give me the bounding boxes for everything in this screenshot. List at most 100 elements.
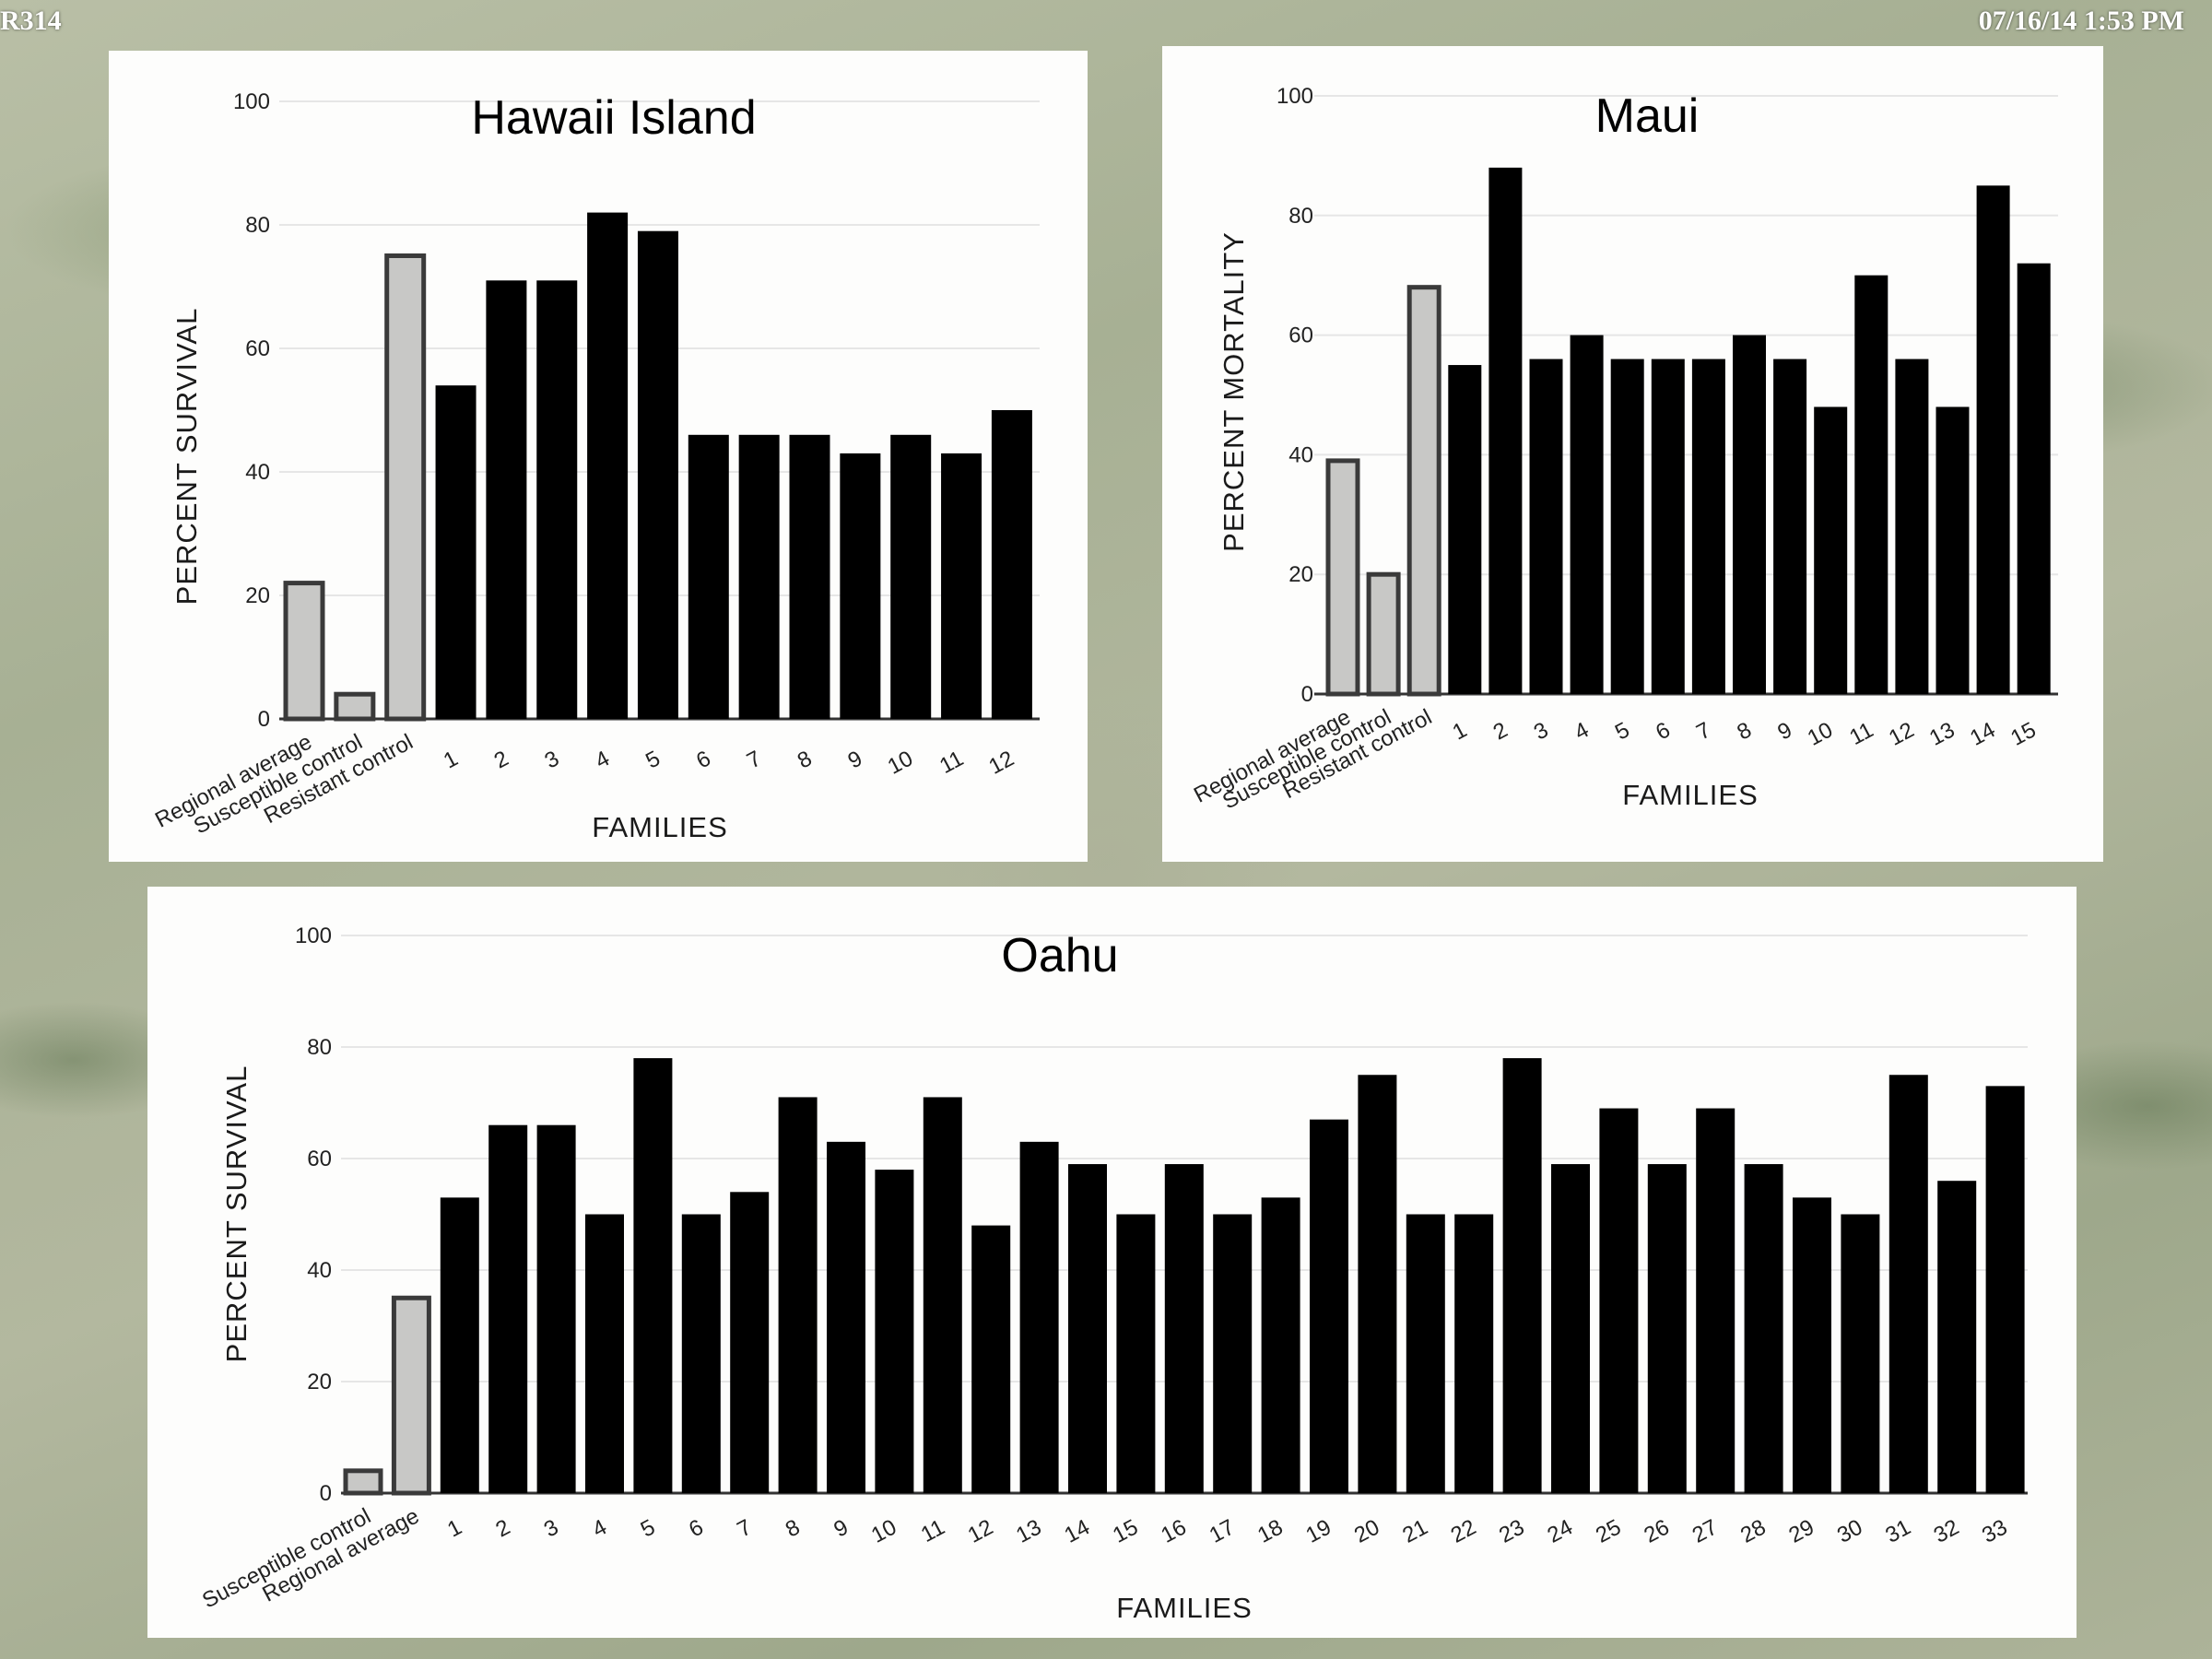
family-bar <box>1164 1164 1204 1493</box>
x-category-label: 14 <box>1966 717 1999 750</box>
family-bar <box>923 1097 962 1493</box>
family-bar <box>1793 1197 1831 1493</box>
family-bar <box>1261 1197 1300 1493</box>
x-category-label: 19 <box>1302 1514 1335 1547</box>
x-category-label: 31 <box>1881 1514 1914 1547</box>
y-tick-label: 20 <box>307 1370 332 1394</box>
y-tick-label: 80 <box>245 213 270 238</box>
x-category-label: 20 <box>1350 1514 1383 1547</box>
family-bar <box>778 1097 818 1493</box>
x-category-label: 22 <box>1447 1514 1480 1547</box>
family-bar <box>890 434 932 719</box>
x-category-label: 17 <box>1206 1514 1239 1547</box>
family-bar <box>1570 335 1604 694</box>
y-tick-label: 60 <box>245 336 270 361</box>
family-bar <box>840 453 881 719</box>
x-category-label: 11 <box>917 1514 949 1547</box>
family-bar <box>1406 1214 1445 1493</box>
x-category-label: 10 <box>884 746 917 779</box>
y-tick-label: 0 <box>320 1481 332 1506</box>
x-axis-label: FAMILIES <box>1116 1592 1253 1624</box>
x-category-label: 18 <box>1253 1514 1287 1547</box>
x-category-label: 4 <box>588 1514 610 1542</box>
x-category-label: 16 <box>1157 1514 1190 1547</box>
y-tick-label: 80 <box>307 1035 332 1060</box>
x-category-label: 10 <box>1804 717 1837 750</box>
x-category-label: 5 <box>1611 717 1633 745</box>
family-bar <box>486 280 527 719</box>
family-bar <box>1744 1164 1783 1493</box>
control-bar <box>384 253 427 722</box>
y-tick-label: 80 <box>1288 204 1313 229</box>
family-bar <box>435 385 477 719</box>
x-category-label: 9 <box>830 1514 852 1542</box>
control-bar <box>1366 571 1401 697</box>
family-bar <box>1448 365 1482 694</box>
x-category-label: 6 <box>692 746 714 773</box>
x-category-label: 13 <box>1012 1514 1045 1547</box>
y-axis-label: PERCENT MORTALITY <box>1218 231 1250 552</box>
family-bar <box>1502 1058 1542 1493</box>
chart-title: Maui <box>1595 89 1700 143</box>
x-category-label: 12 <box>1885 717 1918 750</box>
x-category-label: 11 <box>1845 717 1877 750</box>
x-category-label: 7 <box>734 1514 756 1542</box>
family-bar <box>1068 1164 1107 1493</box>
x-category-label: 24 <box>1544 1514 1577 1547</box>
family-bar <box>633 1058 673 1493</box>
y-tick-label: 100 <box>295 924 332 948</box>
chart-panel-oahu: 0 20 40 60 80 100 Susceptible control Regional … <box>147 887 2077 1638</box>
x-category-label: 2 <box>490 746 512 773</box>
x-category-label: 1 <box>440 746 462 773</box>
family-bar <box>991 410 1032 719</box>
x-category-label: 8 <box>794 746 816 773</box>
control-bar <box>334 691 376 722</box>
x-category-label: 8 <box>1733 717 1755 745</box>
family-bar <box>971 1225 1011 1493</box>
x-category-label: 15 <box>2006 717 2040 750</box>
family-bar <box>1696 1108 1735 1493</box>
family-bar <box>1888 1075 1928 1493</box>
control-bar <box>1406 285 1441 697</box>
family-bar <box>585 1214 624 1493</box>
family-bar <box>1454 1214 1494 1493</box>
family-bar <box>1358 1075 1397 1493</box>
x-category-label: 4 <box>1571 717 1593 745</box>
x-category-label: 1 <box>1449 717 1471 745</box>
y-tick-label: 60 <box>1288 324 1313 348</box>
y-tick-label: 0 <box>1301 682 1313 707</box>
y-axis-label: PERCENT SURVIVAL <box>220 1065 253 1363</box>
x-category-label: 3 <box>1530 717 1552 745</box>
y-tick-label: 20 <box>1288 562 1313 587</box>
x-category-label: 6 <box>1652 717 1674 745</box>
family-bar <box>440 1197 479 1493</box>
family-bar <box>1610 359 1644 694</box>
family-bar <box>1733 335 1766 694</box>
x-category-label: 6 <box>685 1514 707 1542</box>
x-category-label: 25 <box>1592 1514 1625 1547</box>
family-bar <box>1529 359 1563 694</box>
family-bar <box>1691 359 1725 694</box>
family-bar <box>789 434 830 719</box>
x-category-label: 8 <box>782 1514 804 1542</box>
family-bar <box>1310 1119 1348 1493</box>
timestamp: 07/16/14 1:53 PM <box>1978 6 2184 36</box>
family-bar <box>587 212 629 720</box>
y-tick-label: 40 <box>1288 442 1313 467</box>
chart-panel-hawaii: 0 20 40 60 80 100 Regional average Susceptible … <box>109 51 1088 862</box>
family-bar <box>1895 359 1929 694</box>
x-category-label: 32 <box>1930 1514 1963 1547</box>
family-bar <box>875 1170 914 1493</box>
x-category-label: 2 <box>492 1514 514 1542</box>
x-category-label: 7 <box>1692 717 1714 745</box>
family-bar <box>1841 1214 1880 1493</box>
family-bar <box>827 1141 865 1493</box>
x-axis-label: FAMILIES <box>1622 779 1759 811</box>
family-bar <box>730 1192 770 1493</box>
family-bar <box>1651 359 1685 694</box>
family-bar <box>1647 1164 1687 1493</box>
y-tick-label: 60 <box>307 1147 332 1171</box>
